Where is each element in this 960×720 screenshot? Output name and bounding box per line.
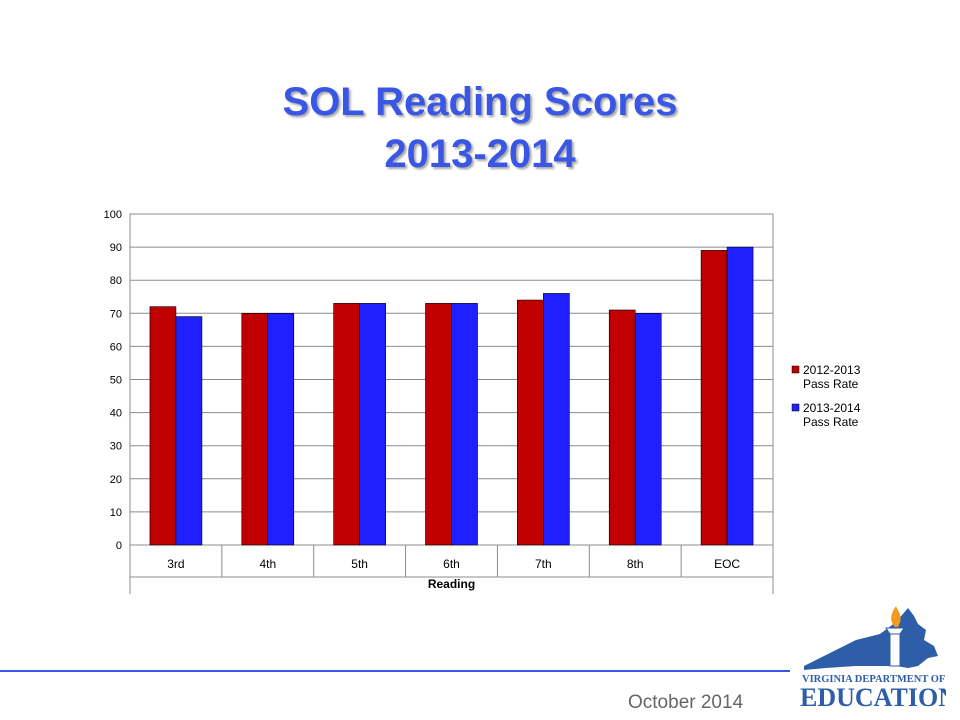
virginia-torch-logo-icon	[804, 606, 938, 670]
footer-date: October 2014	[628, 692, 744, 713]
bar	[333, 303, 360, 546]
logo-text-line1: VIRGINIA DEPARTMENT OF	[802, 674, 945, 685]
x-tick-label: 7th	[535, 557, 552, 571]
legend-label: Pass Rate	[803, 415, 859, 429]
y-tick-label: 40	[110, 408, 122, 420]
bar	[517, 299, 544, 546]
y-tick-label: 100	[104, 209, 122, 221]
logo-text-line2: EDUCATION	[800, 683, 946, 712]
legend-label: 2012-2013	[803, 363, 861, 377]
x-tick-label: 4th	[259, 557, 276, 571]
bar	[700, 250, 728, 546]
slide-title: SOL Reading Scores	[282, 80, 678, 124]
y-tick-label: 90	[110, 242, 122, 254]
x-group-label: Reading	[428, 577, 475, 591]
y-tick-label: 10	[110, 507, 122, 519]
bar	[241, 312, 269, 546]
x-tick-label: 8th	[627, 557, 644, 571]
slide-subtitle: 2013-2014	[384, 132, 576, 176]
legend-label: Pass Rate	[803, 377, 859, 391]
bar	[149, 306, 177, 546]
x-tick-label: EOC	[714, 557, 740, 571]
y-tick-label: 20	[110, 474, 122, 486]
bar	[451, 303, 478, 546]
y-tick-label: 80	[110, 275, 122, 287]
bar	[425, 303, 452, 546]
x-tick-label: 3rd	[167, 557, 184, 571]
y-tick-label: 70	[110, 308, 122, 320]
bar	[359, 303, 386, 546]
virginia-doe-logo: VIRGINIA DEPARTMENT OF EDUCATION	[800, 606, 946, 712]
bar	[267, 312, 295, 546]
bar	[543, 293, 570, 546]
y-tick-label: 0	[116, 540, 122, 552]
legend-swatch	[791, 403, 800, 412]
bar	[634, 312, 662, 546]
bar	[726, 246, 754, 546]
legend-label: 2013-2014	[803, 401, 861, 415]
x-tick-label: 6th	[443, 557, 460, 571]
y-tick-label: 30	[110, 441, 122, 453]
bar	[175, 316, 203, 546]
footer-divider	[0, 670, 790, 672]
x-tick-label: 5th	[351, 557, 368, 571]
legend-swatch	[791, 365, 800, 374]
y-tick-label: 50	[110, 375, 122, 387]
y-tick-label: 60	[110, 341, 122, 353]
bar	[608, 309, 636, 546]
